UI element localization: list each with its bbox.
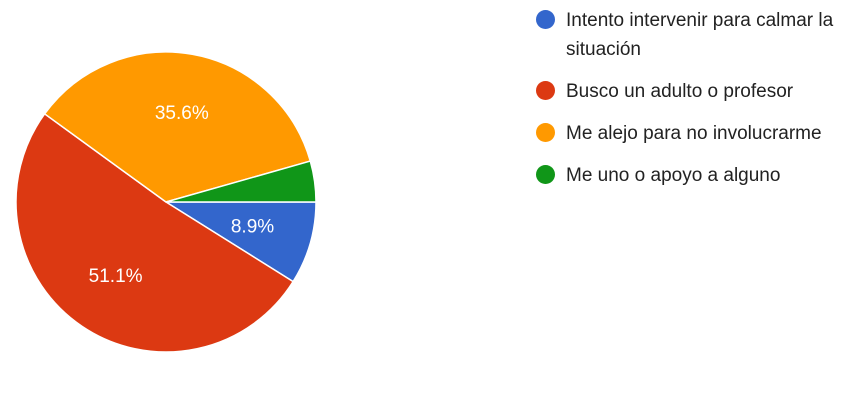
data-label-busco: 51.1% — [89, 266, 143, 287]
data-label-intento: 8.9% — [231, 216, 274, 237]
legend-label-uno: Me uno o apoyo a alguno — [566, 165, 781, 186]
pie-slice-alejo[interactable] — [43, 51, 312, 203]
pie-slice-intento[interactable] — [163, 201, 317, 283]
legend-swatch-uno — [536, 165, 555, 184]
legend-item-intento[interactable]: Intento intervenir para calmar la situac… — [536, 6, 854, 64]
data-label-alejo: 35.6% — [155, 103, 209, 124]
legend-item-alejo[interactable]: Me alejo para no involucrarme — [536, 119, 854, 148]
legend-swatch-intento — [536, 10, 555, 29]
legend-label-busco: Busco un adulto o profesor — [566, 81, 794, 102]
pie-chart-svg: 8.9% 51.1% 35.6% — [15, 51, 317, 353]
legend-swatch-alejo — [536, 123, 555, 142]
pie-slice-uno[interactable] — [165, 160, 317, 203]
legend-label-alejo: Me alejo para no involucrarme — [566, 123, 822, 144]
legend-item-busco[interactable]: Busco un adulto o profesor — [536, 77, 854, 106]
legend-item-uno[interactable]: Me uno o apoyo a alguno — [536, 161, 854, 190]
legend: Intento intervenir para calmar la situac… — [536, 6, 854, 203]
legend-swatch-busco — [536, 81, 555, 100]
pie-slice-busco[interactable] — [15, 112, 295, 353]
legend-label-intento: Intento intervenir para calmar la situac… — [566, 10, 834, 60]
